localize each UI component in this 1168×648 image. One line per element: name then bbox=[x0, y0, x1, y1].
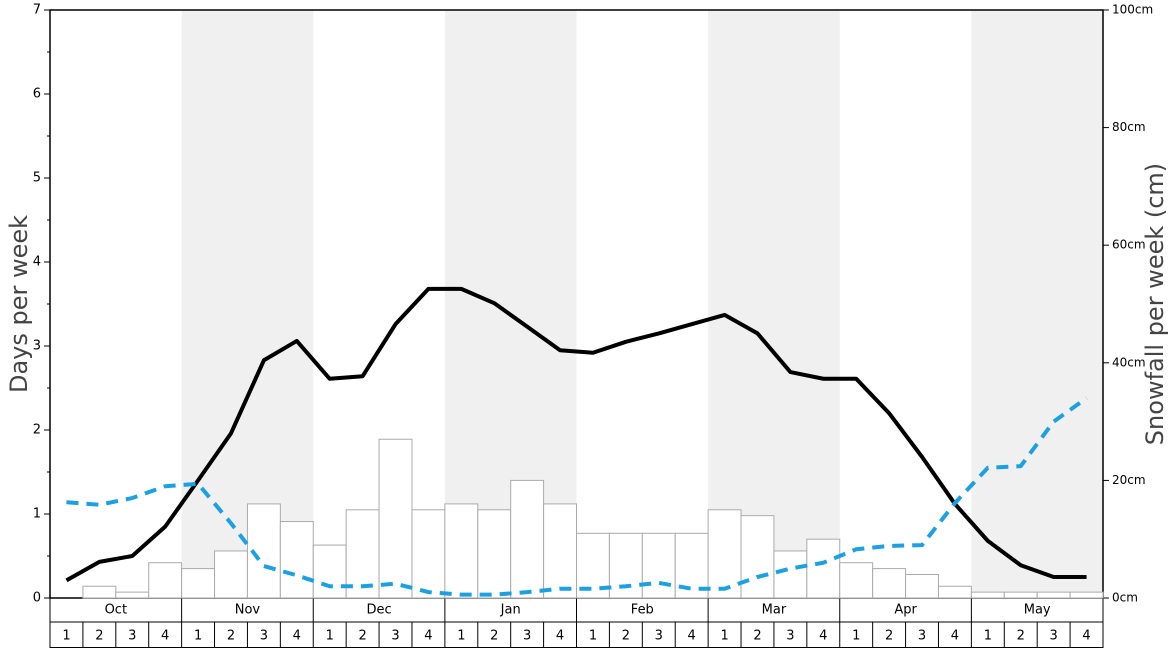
x-tick-label: 4 bbox=[424, 629, 432, 644]
bar bbox=[872, 568, 907, 599]
bar bbox=[115, 591, 150, 599]
x-tick-label: 4 bbox=[1082, 629, 1090, 644]
x-tick-label: 4 bbox=[819, 629, 827, 644]
bar bbox=[181, 568, 216, 599]
bar bbox=[279, 521, 314, 599]
line bbox=[65, 286, 1087, 583]
y2-axis-title: Snowfall per week (cm) bbox=[1141, 163, 1168, 445]
month-label: May bbox=[1024, 603, 1051, 618]
x-tick-label: 3 bbox=[391, 629, 399, 644]
y-tick-label: 3 bbox=[33, 339, 41, 354]
month-band bbox=[708, 10, 840, 598]
bar bbox=[1036, 591, 1071, 599]
x-tick-label: 4 bbox=[161, 629, 169, 644]
y2-tick-label: 0cm bbox=[1112, 591, 1138, 605]
x-tick-label: 3 bbox=[786, 629, 794, 644]
y2-tick-label: 100cm bbox=[1112, 3, 1153, 17]
x-tick-label: 4 bbox=[951, 629, 959, 644]
x-tick-label: 2 bbox=[358, 629, 366, 644]
bar bbox=[82, 585, 117, 599]
x-tick-label: 2 bbox=[622, 629, 630, 644]
x-tick-label: 3 bbox=[523, 629, 531, 644]
y-tick-label: 7 bbox=[33, 3, 41, 18]
x-tick-label: 2 bbox=[490, 629, 498, 644]
y-tick-label: 1 bbox=[33, 507, 41, 522]
y2-tick-label: 20cm bbox=[1112, 473, 1146, 487]
line bbox=[66, 396, 1088, 597]
bar bbox=[411, 509, 446, 599]
x-tick-label: 3 bbox=[260, 629, 268, 644]
bar bbox=[543, 503, 577, 599]
bar bbox=[740, 515, 775, 599]
bar bbox=[345, 509, 380, 599]
x-tick-label: 1 bbox=[457, 629, 465, 644]
y-tick-label: 2 bbox=[33, 423, 41, 438]
bar bbox=[608, 532, 643, 599]
x-tick-label: 1 bbox=[589, 629, 597, 644]
y-tick-label: 0 bbox=[33, 591, 41, 606]
bar bbox=[641, 532, 676, 599]
y-tick-label: 4 bbox=[33, 255, 41, 270]
bar bbox=[477, 509, 512, 599]
bar bbox=[510, 479, 545, 599]
bar bbox=[444, 503, 479, 599]
month-label: Apr bbox=[894, 603, 917, 618]
x-tick-label: 4 bbox=[556, 629, 564, 644]
x-tick-label: 2 bbox=[95, 629, 103, 644]
bar bbox=[378, 438, 413, 599]
month-label: Oct bbox=[105, 603, 127, 618]
bar bbox=[905, 573, 939, 599]
x-tick-label: 4 bbox=[688, 629, 696, 644]
y-tick-label: 6 bbox=[33, 87, 41, 102]
x-tick-label: 3 bbox=[128, 629, 136, 644]
x-tick-label: 1 bbox=[194, 629, 202, 644]
bar bbox=[970, 591, 1005, 599]
month-label: Mar bbox=[762, 603, 787, 618]
x-tick-label: 3 bbox=[1050, 629, 1058, 644]
bar bbox=[707, 509, 742, 599]
x-tick-label: 2 bbox=[753, 629, 761, 644]
bar bbox=[1003, 591, 1038, 599]
y-axis-title: Days per week bbox=[5, 215, 33, 393]
x-tick-label: 1 bbox=[852, 629, 860, 644]
bar bbox=[1069, 591, 1104, 599]
x-tick-label: 4 bbox=[293, 629, 301, 644]
y2-tick-label: 80cm bbox=[1112, 120, 1146, 134]
x-tick-label: 1 bbox=[984, 629, 992, 644]
month-label: Nov bbox=[235, 603, 261, 618]
bar bbox=[937, 585, 972, 599]
bar bbox=[773, 550, 808, 599]
month-band bbox=[971, 10, 1103, 598]
x-tick-label: 3 bbox=[918, 629, 926, 644]
bar bbox=[839, 562, 874, 599]
x-tick-label: 3 bbox=[655, 629, 663, 644]
bar bbox=[312, 544, 347, 599]
bar bbox=[148, 562, 183, 599]
x-tick-label: 2 bbox=[885, 629, 893, 644]
bar bbox=[214, 550, 248, 599]
month-label: Jan bbox=[500, 603, 521, 618]
y2-tick-label: 60cm bbox=[1112, 238, 1146, 252]
month-band bbox=[181, 10, 314, 598]
x-tick-label: 1 bbox=[62, 629, 70, 644]
x-tick-label: 2 bbox=[227, 629, 235, 644]
month-label: Dec bbox=[366, 603, 391, 618]
x-tick-label: 2 bbox=[1017, 629, 1025, 644]
y-tick-label: 5 bbox=[33, 171, 41, 186]
y2-tick-label: 40cm bbox=[1112, 355, 1146, 369]
x-tick-label: 1 bbox=[326, 629, 334, 644]
month-label: Feb bbox=[631, 603, 654, 618]
x-tick-label: 1 bbox=[720, 629, 728, 644]
bar bbox=[806, 538, 841, 599]
